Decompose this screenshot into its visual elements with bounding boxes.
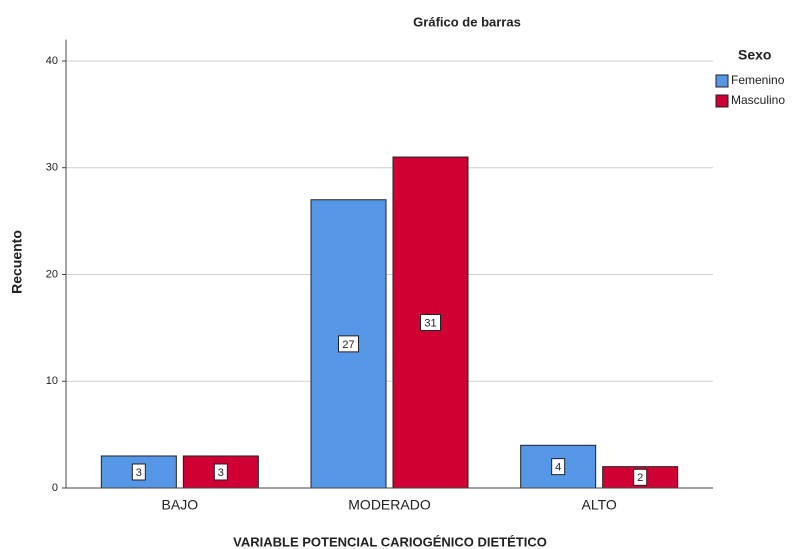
data-label: 2 xyxy=(637,472,643,484)
x-tick-label: ALTO xyxy=(582,497,617,513)
data-label: 27 xyxy=(342,339,354,351)
y-tick-label: 40 xyxy=(46,55,58,67)
data-label: 3 xyxy=(218,467,224,479)
y-tick-label: 10 xyxy=(46,375,58,387)
legend-title: Sexo xyxy=(738,47,771,63)
data-label-box xyxy=(213,463,228,481)
data-label-box xyxy=(633,468,648,486)
data-label: 31 xyxy=(424,317,436,329)
data-label-box xyxy=(131,463,146,481)
y-tick-label: 30 xyxy=(46,162,58,174)
y-tick-label: 20 xyxy=(46,268,58,280)
y-axis-title: Recuento xyxy=(9,230,25,294)
x-axis-title: VARIABLE POTENCIAL CARIOGÉNICO DIETÉTICO xyxy=(233,534,547,549)
data-label-box xyxy=(551,458,566,476)
legend-label: Masculino xyxy=(731,93,785,107)
x-tick-label: MODERADO xyxy=(348,497,431,513)
data-label: 3 xyxy=(136,467,142,479)
legend-swatch xyxy=(715,74,729,88)
data-label-box xyxy=(338,335,359,353)
x-tick-label: BAJO xyxy=(162,497,199,513)
legend-label: Femenino xyxy=(731,73,785,87)
data-label-box xyxy=(420,314,441,332)
y-tick-label: 0 xyxy=(52,482,58,494)
data-label: 4 xyxy=(555,462,561,474)
legend-swatch xyxy=(715,94,729,108)
chart-title: Gráfico de barras xyxy=(413,14,521,29)
